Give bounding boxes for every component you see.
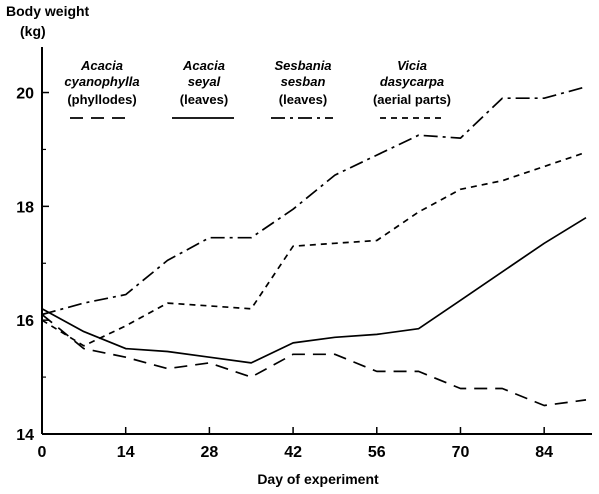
- y-axis-title-line2: (kg): [20, 23, 46, 39]
- x-tick-label: 28: [200, 444, 218, 461]
- x-tick-label: 14: [117, 444, 135, 461]
- series-lines: [41, 85, 587, 407]
- legend-name-line2: dasycarpa: [380, 74, 444, 89]
- legend-name-line2: seyal: [188, 74, 221, 89]
- legend-name-line2: cyanophylla: [64, 74, 139, 89]
- x-axis-title: Day of experiment: [257, 471, 379, 487]
- y-tick-label: 18: [16, 199, 34, 216]
- series-line-0: [41, 313, 587, 407]
- legend-name-line3: (phyllodes): [67, 92, 136, 107]
- legend-name-line1: Acacia: [182, 58, 225, 73]
- legend-name-line3: (leaves): [180, 92, 228, 107]
- series-line-1: [41, 216, 587, 364]
- y-tick-label: 20: [16, 86, 34, 103]
- legend-name-line1: Vicia: [397, 58, 427, 73]
- legend-name-line1: Sesbania: [274, 58, 331, 73]
- y-tick-label: 14: [16, 427, 34, 444]
- x-tick-label: 84: [535, 444, 553, 461]
- legend-name-line1: Acacia: [80, 58, 123, 73]
- legend-name-line3: (aerial parts): [373, 92, 451, 107]
- x-tick-label: 42: [284, 444, 302, 461]
- x-tick-label: 56: [368, 444, 386, 461]
- y-axis-title-line1: Body weight: [6, 3, 90, 19]
- legend-name-line3: (leaves): [279, 92, 327, 107]
- y-tick-label: 16: [16, 313, 34, 330]
- x-tick-label: 0: [38, 444, 47, 461]
- series-line-2: [41, 85, 587, 316]
- series-line-3: [41, 151, 587, 347]
- legend-name-line2: sesban: [281, 74, 326, 89]
- x-tick-label: 70: [452, 444, 470, 461]
- legend: Acaciacyanophylla(phyllodes)Acaciaseyal(…: [64, 58, 451, 119]
